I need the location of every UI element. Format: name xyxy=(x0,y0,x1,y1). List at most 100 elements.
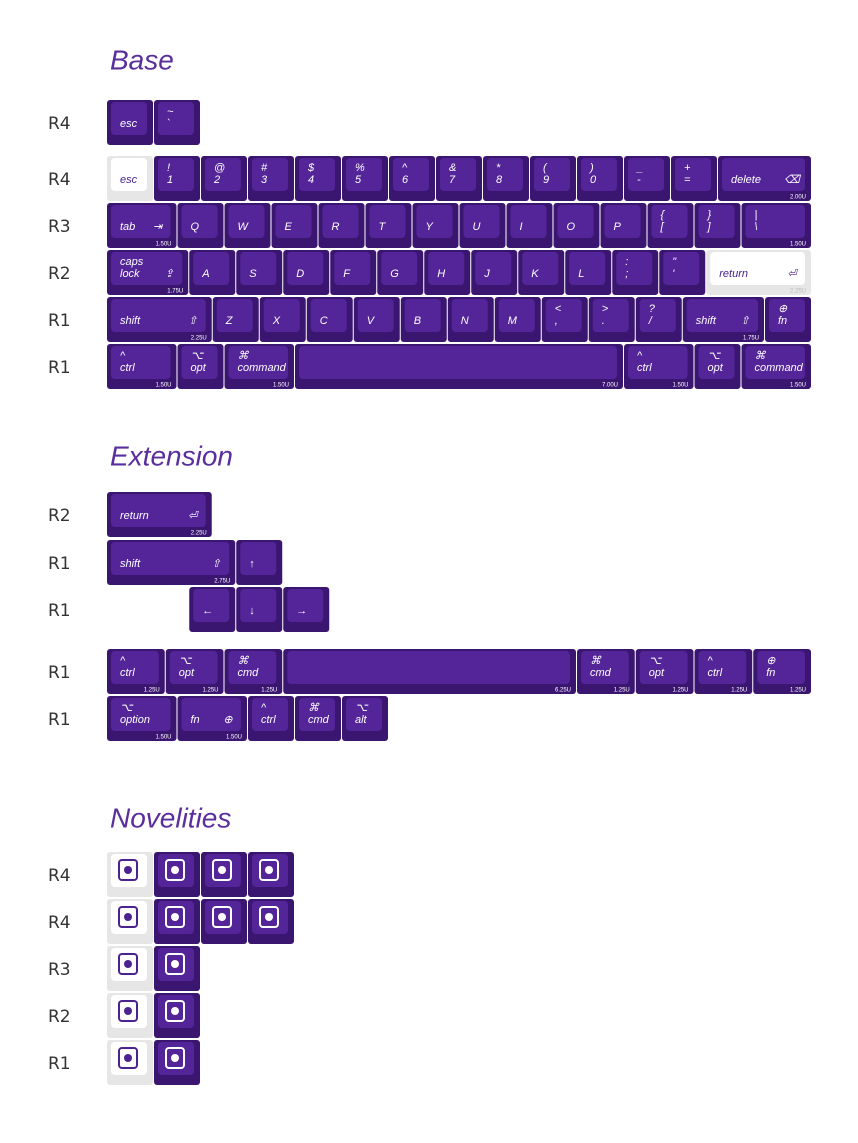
novelty-icon xyxy=(212,906,232,928)
key-legend: . xyxy=(602,315,605,327)
novelty-icon xyxy=(212,859,232,881)
key-legend: option xyxy=(120,714,150,726)
keycap: T xyxy=(365,203,412,248)
key-legend: command xyxy=(238,362,287,374)
key-top xyxy=(628,158,664,191)
key-top xyxy=(487,158,523,191)
keycap xyxy=(201,899,247,944)
keycap: {[ xyxy=(647,203,694,248)
key-legend: L xyxy=(578,268,584,280)
keycap xyxy=(201,852,247,897)
keycap: ⌥alt xyxy=(342,696,388,741)
key-top xyxy=(440,158,476,191)
key-legend: } xyxy=(707,209,712,221)
keycap: #3 xyxy=(248,156,294,201)
key-legend: 9 xyxy=(543,174,549,186)
key-legend: V xyxy=(367,315,376,327)
key-legend: caps xyxy=(120,256,144,268)
key-top xyxy=(651,205,688,238)
key-legend: cmd xyxy=(590,667,612,679)
key-top xyxy=(111,299,206,332)
key-top xyxy=(628,346,688,379)
key-legend: G xyxy=(390,268,399,280)
row-label: R4 xyxy=(48,866,71,886)
keycap: ^ctrl 1.25U xyxy=(694,649,753,694)
key-size: 1.50U xyxy=(790,383,806,389)
key-top xyxy=(193,252,230,285)
key-top xyxy=(346,698,382,731)
key-top xyxy=(404,299,441,332)
key-icon: ⇥ xyxy=(153,221,164,233)
novelty-icon-dot xyxy=(124,960,132,968)
key-legend: D xyxy=(296,268,304,280)
key-legend: U xyxy=(473,221,481,233)
keycap: "' xyxy=(659,250,706,295)
keycap: ⌘cmd 1.25U xyxy=(577,649,635,694)
key-top xyxy=(111,346,171,379)
keycap: !1 xyxy=(154,156,200,201)
key-legend: cmd xyxy=(308,714,330,726)
key-top xyxy=(240,252,277,285)
key-top xyxy=(698,346,735,379)
novelty-icon xyxy=(118,953,138,975)
key-top xyxy=(252,698,288,731)
key-top xyxy=(228,346,288,379)
row-label: R2 xyxy=(48,264,71,284)
key-size: 1.50U xyxy=(672,383,688,389)
key-legend: ⌥ xyxy=(179,655,193,667)
key-legend: B xyxy=(414,315,421,327)
key-legend: & xyxy=(449,162,456,174)
novelty-icon-dot xyxy=(171,1007,179,1015)
key-top xyxy=(111,205,171,238)
key-legend: opt xyxy=(179,667,195,679)
key-legend: ⌥ xyxy=(649,655,663,667)
key-top xyxy=(158,102,194,135)
keycap: M xyxy=(494,297,541,342)
novelty-icon-dot xyxy=(171,1054,179,1062)
key-top xyxy=(322,205,359,238)
key-legend: ' xyxy=(672,268,675,280)
key-top xyxy=(663,252,700,285)
key-size: 2.25U xyxy=(790,289,806,295)
key-legend: fn xyxy=(778,315,787,327)
key-top xyxy=(228,651,277,684)
keycap: H xyxy=(424,250,471,295)
keycap xyxy=(107,993,153,1038)
keycap xyxy=(107,1040,153,1085)
key-legend: ⊕ xyxy=(778,303,788,315)
key-top xyxy=(534,158,570,191)
key-size: 1.25U xyxy=(202,688,218,694)
novelty-icon-dot xyxy=(171,913,179,921)
keycap: }] xyxy=(694,203,741,248)
key-top xyxy=(111,494,206,527)
novelty-icon xyxy=(259,906,279,928)
key-legend: H xyxy=(437,268,445,280)
key-legend: 8 xyxy=(496,174,503,186)
keycap: shift ⇧ 1.75U xyxy=(682,297,764,342)
keycap: ↑ xyxy=(236,540,283,585)
key-top xyxy=(463,205,500,238)
keycap: ⌘command 1.50U xyxy=(741,344,811,389)
key-top xyxy=(310,299,347,332)
key-legend: [ xyxy=(660,221,665,233)
keycap: I xyxy=(506,203,553,248)
keycap xyxy=(154,946,200,991)
novelty-icon-dot xyxy=(124,1054,132,1062)
key-top xyxy=(581,158,617,191)
key-top xyxy=(240,542,277,575)
row-label: R4 xyxy=(48,913,71,933)
keycap xyxy=(107,946,153,991)
novelty-icon xyxy=(118,1047,138,1069)
keycap: @2 xyxy=(201,156,247,201)
key-size: 1.50U xyxy=(155,735,171,741)
section-title: Base xyxy=(110,44,174,75)
keycap: ⌥opt 1.25U xyxy=(165,649,224,694)
key-legend: return xyxy=(719,268,748,280)
keycap: ⊕fn xyxy=(765,297,811,342)
key-icon: ⇪ xyxy=(165,268,174,280)
key-legend: shift xyxy=(696,315,717,327)
novelty-icon-dot xyxy=(124,1007,132,1015)
key-top xyxy=(111,542,230,575)
key-top xyxy=(181,698,241,731)
key-top xyxy=(111,102,147,135)
